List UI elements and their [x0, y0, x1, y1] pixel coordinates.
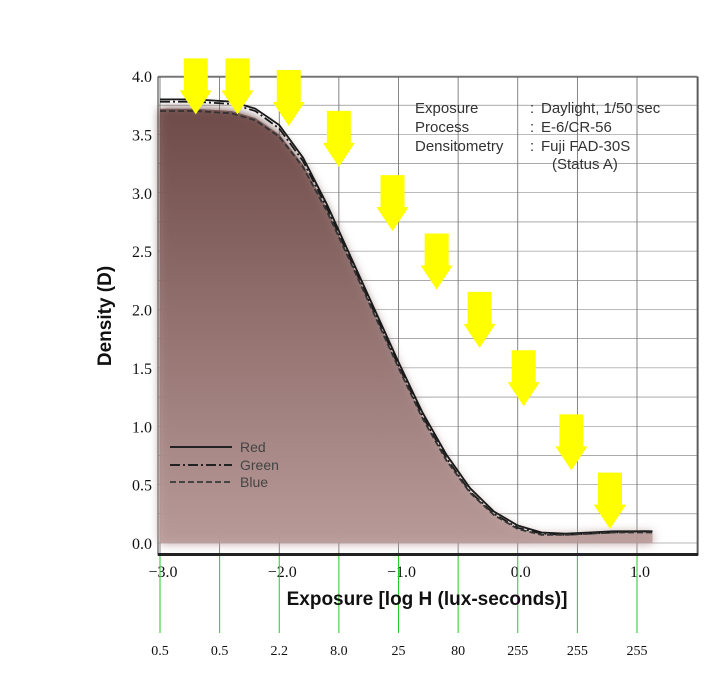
series-line-green [160, 100, 653, 536]
bottom-scale-label-7: 255 [567, 644, 588, 659]
x-tick-label-0: −3.0 [148, 564, 177, 581]
y-tick-label-0: 0.0 [132, 536, 152, 553]
shaded-region-body [160, 108, 653, 543]
info-key-1: Process [415, 119, 469, 136]
bottom-scale-label-3: 8.0 [330, 644, 348, 659]
shaded-density-region [160, 108, 653, 543]
series-line-red [160, 98, 653, 535]
y-tick-label-3: 1.5 [132, 361, 152, 378]
annotation-arrow-4 [376, 175, 409, 232]
annotation-arrows [179, 58, 626, 529]
y-tick-label-1: 0.5 [132, 478, 152, 495]
y-axis-title: Density (D) [95, 266, 116, 366]
bottom-scale-label-8: 255 [627, 644, 648, 659]
annotation-arrow-3 [322, 110, 355, 167]
annotation-arrow-1 [221, 58, 254, 115]
info-sep-1: : [530, 119, 534, 136]
info-sep-0: : [530, 100, 534, 117]
legend-label-red: Red [240, 439, 266, 455]
bottom-scale-label-2: 2.2 [271, 644, 289, 659]
annotation-arrow-8 [555, 414, 588, 471]
annotation-arrow-0 [179, 58, 212, 115]
info-value-0: Daylight, 1/50 sec [541, 100, 661, 117]
y-axis-ticks: 0.0 0.5 1.0 1.5 2.0 2.5 3.0 3.5 4.0 [132, 69, 152, 553]
y-tick-label-5: 2.5 [132, 244, 152, 261]
legend-label-blue: Blue [240, 474, 268, 490]
annotation-arrow-5 [420, 233, 453, 290]
bottom-scale-label-1: 0.5 [211, 644, 229, 659]
info-block: Exposure : Daylight, 1/50 sec Process : … [415, 100, 661, 173]
x-tick-label-1: −2.0 [268, 564, 297, 581]
legend-label-green: Green [240, 457, 279, 473]
series-lines [160, 98, 653, 536]
bottom-scale-label-4: 25 [392, 644, 406, 659]
series-line-blue [160, 110, 653, 536]
y-tick-label-2: 1.0 [132, 419, 152, 436]
annotation-arrow-2 [272, 70, 305, 126]
bottom-scale-label-6: 255 [507, 644, 528, 659]
x-axis-ticks: −3.0 −2.0 −1.0 0.0 1.0 [148, 564, 650, 581]
x-axis-title: Exposure [log H (lux-seconds)] [287, 589, 568, 610]
info-value-2: Fuji FAD-30S [541, 138, 630, 155]
plot-bottom-border [158, 553, 698, 556]
y-tick-label-7: 3.5 [132, 127, 152, 144]
y-tick-label-8: 4.0 [132, 69, 152, 86]
x-tick-label-3: 0.0 [511, 564, 531, 581]
info-value-3: (Status A) [552, 156, 618, 173]
info-value-1: E-6/CR-56 [541, 119, 612, 136]
bottom-scale-label-0: 0.5 [151, 644, 169, 659]
annotation-arrow-7 [507, 350, 540, 407]
y-tick-label-6: 3.0 [132, 186, 152, 203]
x-tick-label-4: 1.0 [630, 564, 650, 581]
y-tick-label-4: 2.0 [132, 303, 152, 320]
x-tick-label-2: −1.0 [387, 564, 416, 581]
info-key-2: Densitometry [415, 138, 504, 155]
bottom-scale-label-5: 80 [451, 644, 465, 659]
legend: Red Green Blue [170, 439, 279, 490]
annotation-arrow-6 [463, 291, 496, 348]
annotation-arrow-10 [594, 472, 626, 529]
bottom-scale: 0.5 0.5 2.2 8.0 25 80 255 255 255 [151, 556, 648, 659]
info-sep-2: : [530, 138, 534, 155]
info-key-0: Exposure [415, 100, 478, 117]
